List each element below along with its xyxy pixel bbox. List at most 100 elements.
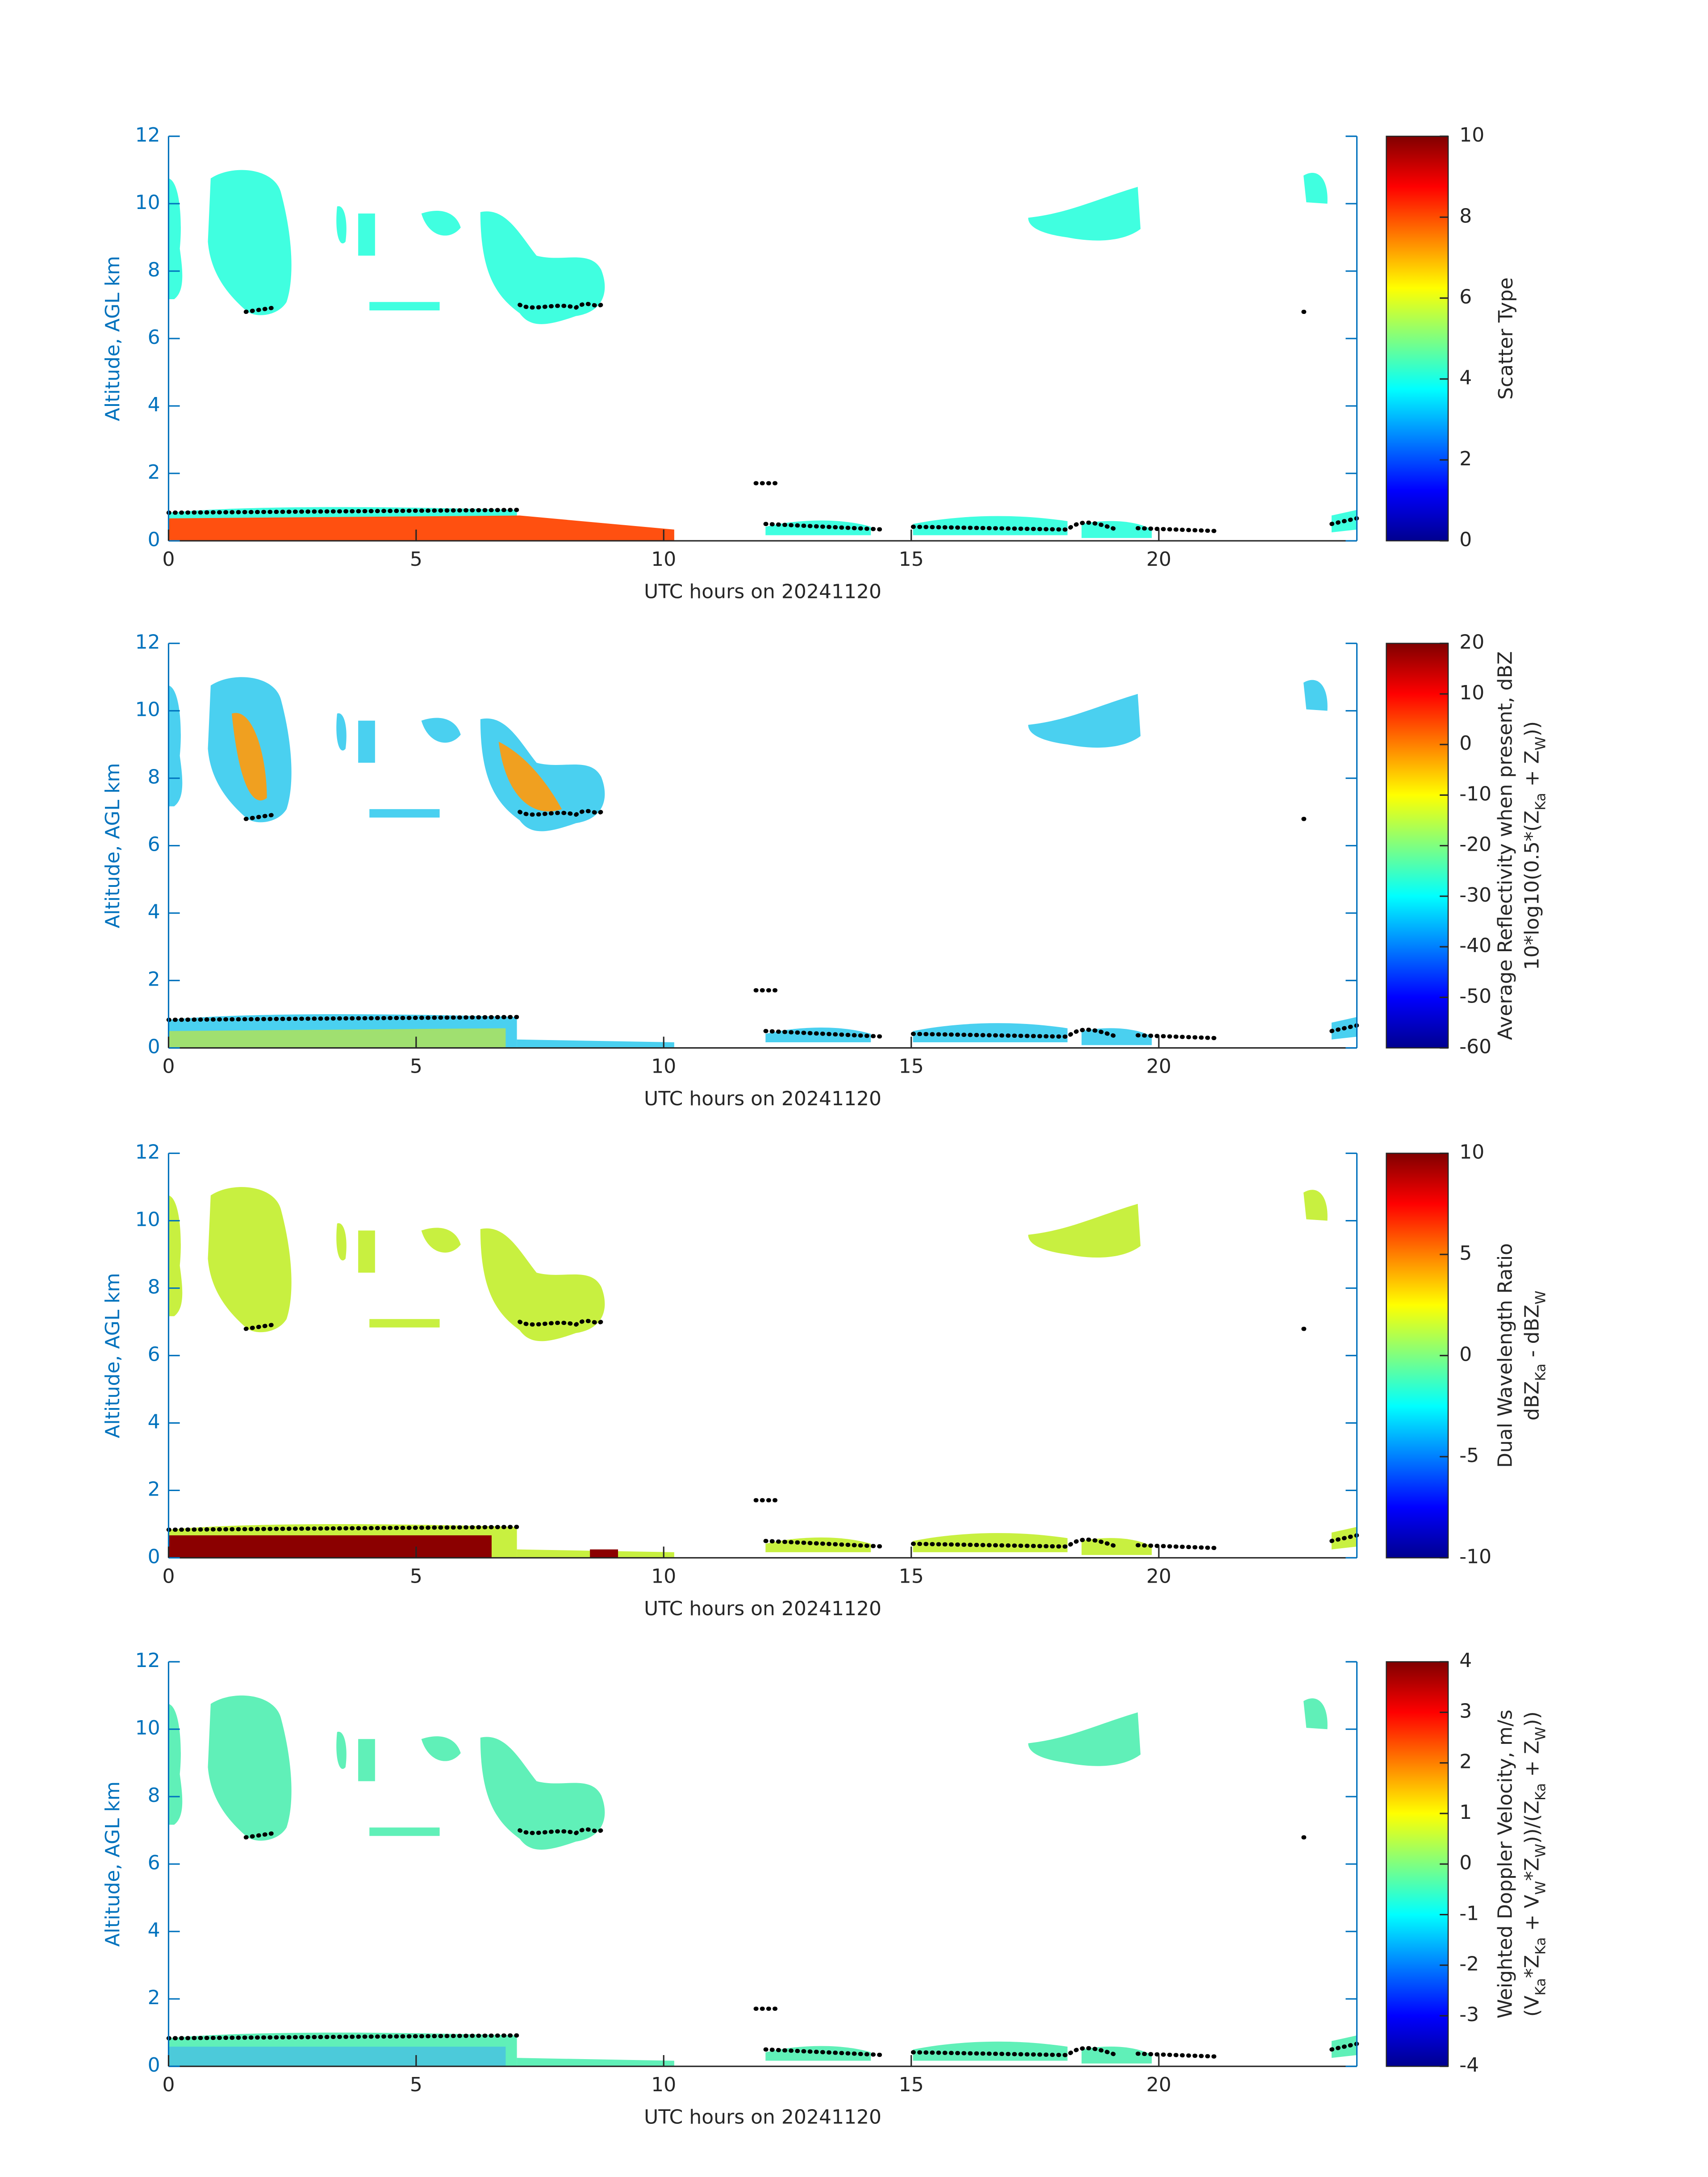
colorbar-label: Scatter Type — [1495, 277, 1517, 400]
y-tick-label: 6 — [148, 1343, 160, 1366]
y-tick-label: 8 — [148, 259, 160, 281]
y-axis-label: Altitude, AGL km — [101, 1781, 124, 1947]
x-axis-label: UTC hours on 20241120 — [644, 1597, 881, 1620]
colorbar-tick-label: 0 — [1459, 1343, 1472, 1366]
colorbar-label-part: Scatter Type — [1495, 277, 1517, 400]
x-tick-label: 20 — [1146, 1565, 1171, 1588]
colorbar-label-part: )) — [1520, 1711, 1543, 1726]
x-tick-label: 5 — [410, 2073, 422, 2096]
colorbar-label-part: Ka — [1533, 1937, 1549, 1955]
colorbar-label-part: W — [1533, 1881, 1549, 1895]
colorbar-tick-label: 0 — [1459, 528, 1472, 551]
panel — [168, 1187, 1357, 1558]
x-axis-label: UTC hours on 20241120 — [644, 580, 881, 603]
x-tick-label: 0 — [162, 1565, 175, 1588]
y-tick-label: 4 — [148, 1410, 160, 1433]
colorbar-label-part: Weighted Doppler Velocity, m/s — [1494, 1709, 1517, 2018]
colorbar-label-part: (V — [1520, 1996, 1543, 2017]
x-tick-label: 0 — [162, 2073, 175, 2096]
x-tick-label: 15 — [899, 2073, 924, 2096]
colorbar-tick-label: 4 — [1459, 367, 1472, 389]
colorbar-label-part: W — [1533, 1727, 1549, 1741]
colorbar-label-part: + V — [1520, 1895, 1543, 1937]
colorbar-tick-label: 8 — [1459, 205, 1472, 227]
colorbar-label-part: W — [1533, 736, 1549, 750]
colorbar-tick-label: -2 — [1459, 1953, 1479, 1976]
colorbar-tick-label: -40 — [1459, 934, 1491, 957]
y-tick-label: 12 — [135, 124, 160, 146]
colorbar-tick-label: 6 — [1459, 285, 1472, 308]
panel — [168, 677, 1357, 1048]
colorbar-tick-label: 0 — [1459, 1851, 1472, 1874]
field-image — [168, 1028, 506, 1048]
colorbar-tick-label: 10 — [1459, 681, 1484, 704]
colorbar-label: 10*log10(0.5*(ZKa + ZW)) — [1520, 721, 1549, 970]
colorbar-label-part: Average Reflectivity when present, dBZ — [1494, 651, 1517, 1040]
colorbar-tick-label: 5 — [1459, 1242, 1472, 1265]
colorbar-label: Weighted Doppler Velocity, m/s — [1494, 1709, 1517, 2018]
y-axis-label: Altitude, AGL km — [101, 1273, 124, 1438]
y-tick-label: 8 — [148, 1276, 160, 1299]
colorbar-tick-label: 10 — [1459, 1141, 1484, 1164]
y-tick-label: 6 — [148, 833, 160, 856]
colorbar-label-part: *Z — [1520, 1955, 1543, 1978]
y-tick-label: 12 — [135, 1649, 160, 1672]
x-tick-label: 10 — [651, 1565, 676, 1588]
x-tick-label: 5 — [410, 1565, 422, 1588]
y-tick-label: 10 — [135, 1717, 160, 1739]
field-image — [168, 2047, 506, 2067]
y-tick-label: 12 — [135, 631, 160, 654]
colorbar-tick-label: 2 — [1459, 1751, 1472, 1773]
x-tick-label: 10 — [651, 2073, 676, 2096]
colorbar-tick-label: 3 — [1459, 1700, 1472, 1722]
y-tick-label: 10 — [135, 191, 160, 214]
colorbar-tick-label: -50 — [1459, 985, 1491, 1007]
colorbar-label-part: dBZ — [1520, 1381, 1543, 1421]
cloud-base-dots — [168, 1319, 1357, 1548]
colorbar-tick-label: -1 — [1459, 1902, 1479, 1925]
y-tick-label: 10 — [135, 1208, 160, 1231]
colorbar-label-part: )) — [1520, 721, 1543, 736]
colorbar-tick-label: 0 — [1459, 732, 1472, 755]
colorbar-tick-label: -4 — [1459, 2054, 1479, 2077]
colorbar-label: Dual Wavelength Ratio — [1494, 1243, 1517, 1468]
colorbar — [1386, 643, 1449, 1049]
x-tick-label: 15 — [899, 548, 924, 571]
colorbar-tick-label: 1 — [1459, 1801, 1472, 1824]
colorbar-tick-label: 20 — [1459, 631, 1484, 654]
cloud-base-dots — [168, 809, 1357, 1038]
colorbar-tick-label: -20 — [1459, 833, 1491, 856]
colorbar-tick-label: -10 — [1459, 782, 1491, 805]
x-tick-label: 15 — [899, 1055, 924, 1078]
colorbar — [1386, 135, 1449, 542]
colorbar-label-part: Dual Wavelength Ratio — [1494, 1243, 1517, 1468]
colorbar-tick-label: -3 — [1459, 2003, 1479, 2026]
y-tick-label: 8 — [148, 766, 160, 789]
y-tick-label: 2 — [148, 1986, 160, 2009]
colorbar-tick-label: 2 — [1459, 447, 1472, 470]
colorbar-label-part: W — [1533, 1291, 1549, 1304]
y-axis-label: Altitude, AGL km — [101, 256, 124, 421]
colorbar — [1386, 1661, 1449, 2067]
y-tick-label: 0 — [148, 1036, 160, 1058]
y-tick-label: 4 — [148, 393, 160, 416]
x-tick-label: 10 — [651, 1055, 676, 1078]
colorbar-label-part: *Z — [1520, 1858, 1543, 1881]
x-tick-label: 10 — [651, 548, 676, 571]
x-tick-label: 0 — [162, 1055, 175, 1078]
field-image — [168, 1535, 618, 1558]
field-image — [168, 515, 674, 541]
colorbar-tick-label: -60 — [1459, 1036, 1491, 1058]
y-tick-label: 10 — [135, 698, 160, 721]
y-tick-label: 6 — [148, 326, 160, 349]
colorbar-tick-label: -30 — [1459, 884, 1491, 907]
colorbar-label-part: - dBZ — [1520, 1304, 1543, 1363]
y-tick-label: 2 — [148, 1478, 160, 1500]
colorbar-label-part: Ka — [1533, 1783, 1549, 1801]
colorbar-label-part: 10*log10(0.5*(Z — [1520, 811, 1543, 970]
colorbar-tick-label: -10 — [1459, 1545, 1491, 1568]
x-tick-label: 20 — [1146, 548, 1171, 571]
y-tick-label: 0 — [148, 2054, 160, 2077]
cloud-base-dots — [168, 1827, 1357, 2056]
